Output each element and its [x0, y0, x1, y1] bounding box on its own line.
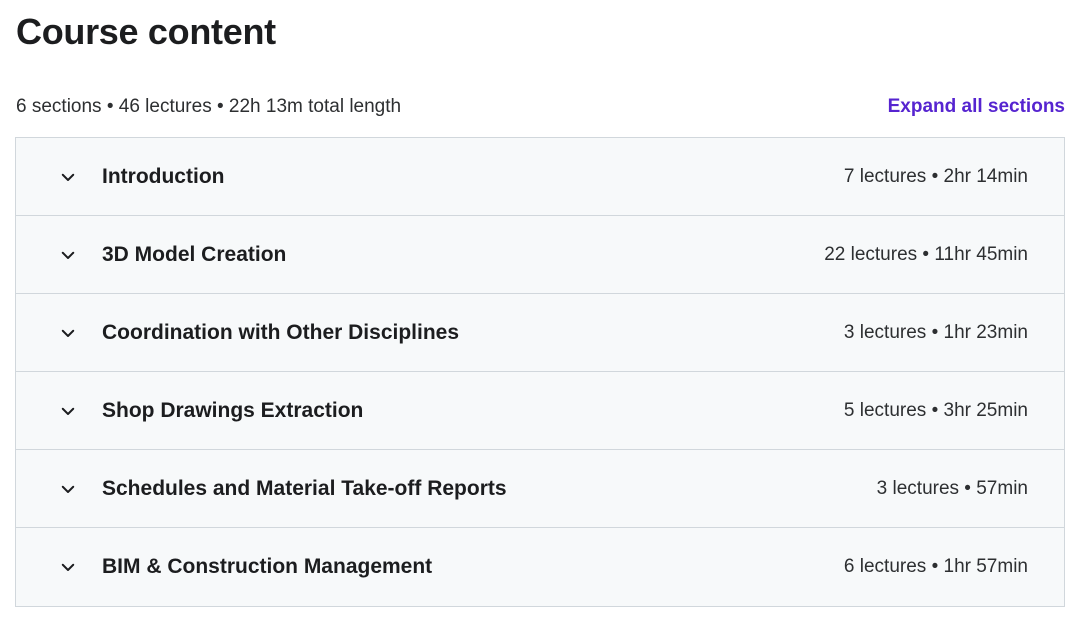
chevron-down-icon	[58, 245, 78, 265]
course-summary-text: 6 sections • 46 lectures • 22h 13m total…	[16, 96, 402, 117]
chevron-down-icon	[58, 323, 78, 343]
course-summary-bar: 6 sections • 46 lectures • 22h 13m total…	[16, 94, 1065, 120]
chevron-down-icon	[58, 479, 78, 499]
section-title: Coordination with Other Disciplines	[102, 320, 460, 344]
section-title: Schedules and Material Take-off Reports	[102, 476, 507, 500]
section-header-3d-model-creation[interactable]: 3D Model Creation 22 lectures • 11hr 45m…	[16, 216, 1064, 294]
chevron-down-icon	[58, 167, 78, 187]
section-header-introduction[interactable]: Introduction 7 lectures • 2hr 14min	[16, 138, 1064, 216]
page-title: Course content	[16, 11, 276, 52]
section-title: 3D Model Creation	[102, 242, 287, 266]
section-meta: 3 lectures • 57min	[876, 477, 1028, 499]
chevron-down-icon	[58, 557, 78, 577]
section-title: Shop Drawings Extraction	[102, 398, 364, 422]
section-meta: 5 lectures • 3hr 25min	[843, 399, 1028, 421]
section-meta: 3 lectures • 1hr 23min	[843, 321, 1028, 343]
section-meta: 22 lectures • 11hr 45min	[824, 243, 1028, 265]
section-meta: 6 lectures • 1hr 57min	[843, 556, 1028, 577]
section-title: BIM & Construction Management	[102, 555, 433, 578]
section-title: Introduction	[102, 164, 225, 188]
chevron-down-icon	[58, 401, 78, 421]
section-header-schedules[interactable]: Schedules and Material Take-off Reports …	[16, 450, 1064, 528]
section-meta: 7 lectures • 2hr 14min	[843, 165, 1028, 187]
section-header-coordination[interactable]: Coordination with Other Disciplines 3 le…	[16, 294, 1064, 372]
sections-accordion: Introduction 7 lectures • 2hr 14min 3D M…	[15, 137, 1065, 607]
section-header-shop-drawings[interactable]: Shop Drawings Extraction 5 lectures • 3h…	[16, 372, 1064, 450]
expand-all-sections-button[interactable]: Expand all sections	[887, 96, 1065, 117]
section-header-bim-construction[interactable]: BIM & Construction Management 6 lectures…	[16, 528, 1064, 606]
